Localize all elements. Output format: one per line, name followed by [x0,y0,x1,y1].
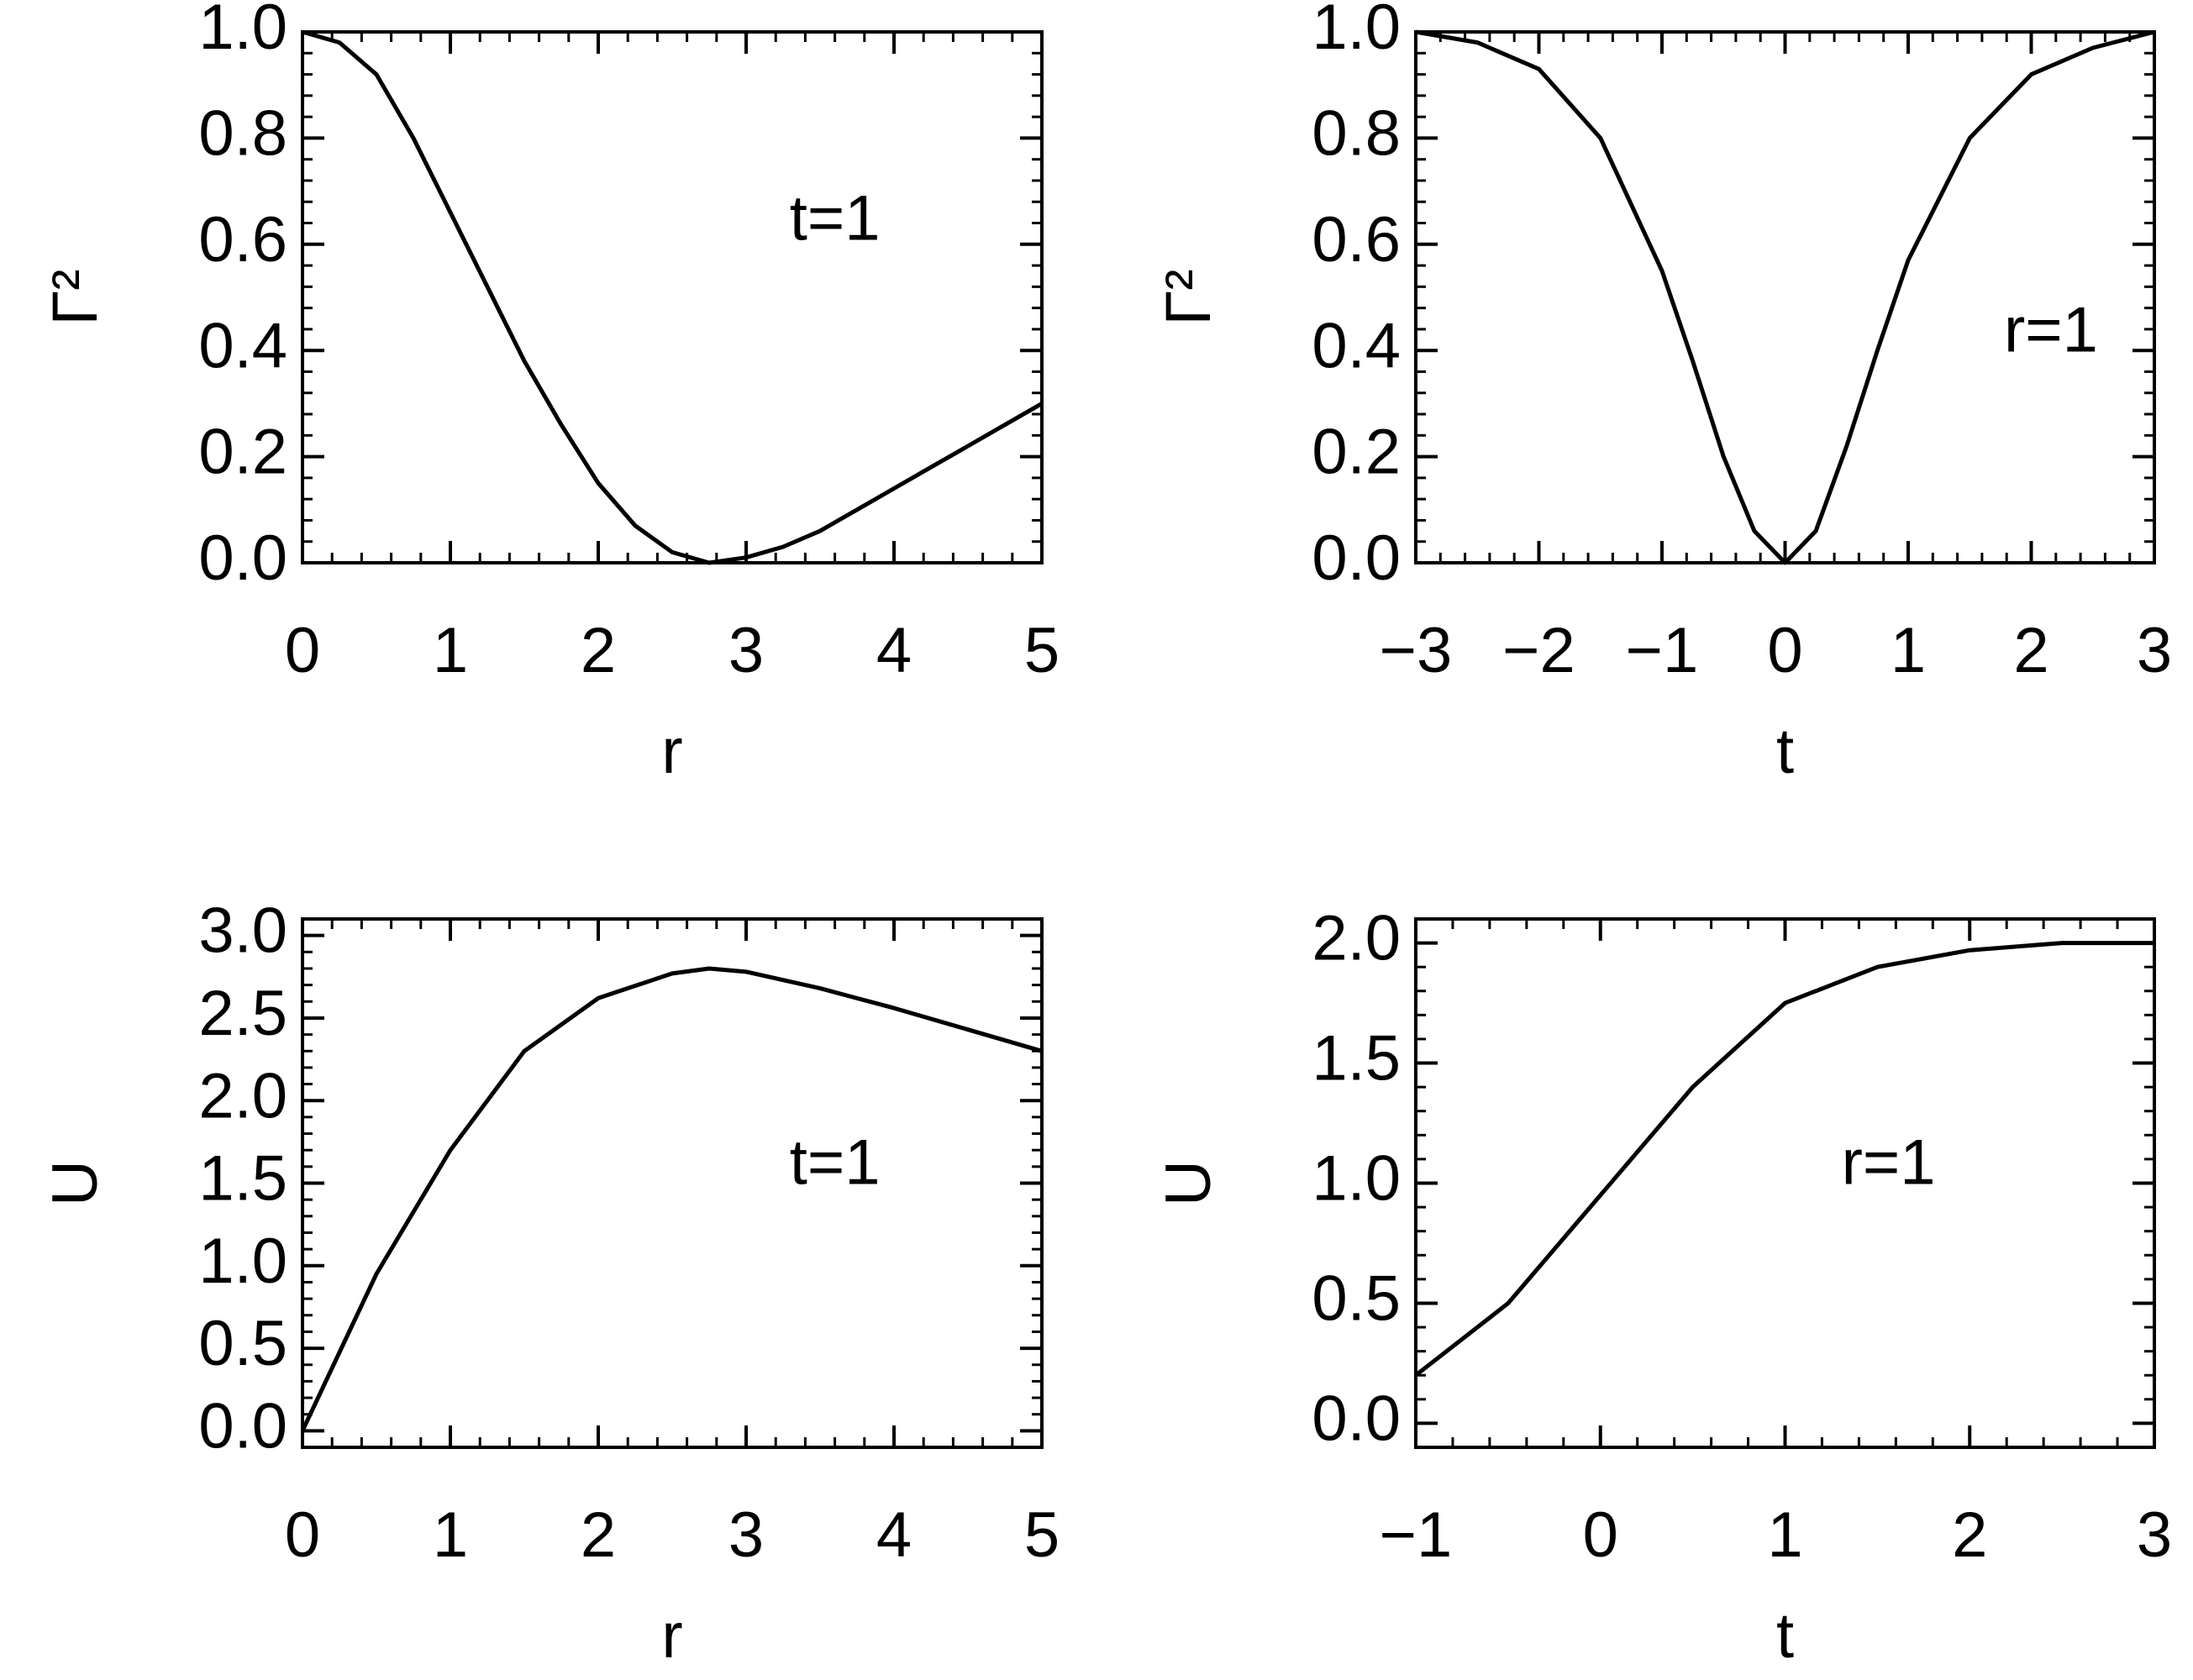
y-tick-label: 3.0 [198,895,287,967]
x-tick-label: 3 [728,615,764,686]
x-axis-label: r [661,716,682,787]
x-tick-label: 5 [1024,1499,1060,1571]
y-tick-label: 0.8 [1312,97,1401,169]
y-tick-label: 1.0 [198,0,287,63]
y-tick-label: 0.0 [198,522,287,594]
y-tick-label: 0.4 [198,310,287,381]
y-tick-label: 0.0 [198,1390,287,1462]
x-tick-label: −2 [1502,615,1575,686]
x-tick-label: 1 [433,1499,468,1571]
x-tick-label: 2 [581,615,616,686]
annotation: r=1 [2004,294,2098,365]
y-tick-label: 0.0 [1312,1383,1401,1454]
y-tick-label: 0.5 [1312,1263,1401,1335]
annotation: t=1 [790,1127,881,1199]
x-axis-label: t [1776,1600,1794,1672]
x-tick-label: 2 [1952,1499,1987,1571]
x-axis-label: t [1776,716,1794,787]
annotation: t=1 [790,183,881,255]
y-axis-label: U [1153,1160,1224,1206]
y-tick-label: 0.6 [1312,204,1401,276]
y-tick-label: 1.5 [1312,1023,1401,1095]
x-tick-label: 1 [433,615,468,686]
y-tick-label: 2.5 [198,978,287,1049]
x-tick-label: 4 [876,1499,912,1571]
x-tick-label: 2 [581,1499,616,1571]
y-tick-label: 2.0 [198,1060,287,1131]
y-axis-label: Γ² [1153,269,1224,325]
x-tick-label: 3 [2137,615,2172,686]
plot-frame [301,917,1044,1449]
x-tick-label: 3 [2137,1499,2172,1571]
y-axis-label: Γ² [39,269,111,325]
x-tick-label: −1 [1380,1499,1453,1571]
data-line [302,29,1044,565]
y-tick-label: 0.4 [1312,310,1401,381]
y-tick-label: 1.0 [1312,0,1401,63]
y-tick-label: 1.5 [198,1143,287,1215]
y-tick-label: 0.8 [198,97,287,169]
y-tick-label: 0.6 [198,204,287,276]
data-line [1414,941,2154,1378]
x-tick-label: 5 [1024,615,1060,686]
y-tick-label: 0.2 [1312,417,1401,488]
plot-frame [1414,917,2156,1449]
x-tick-label: 1 [1891,615,1926,686]
x-tick-label: −3 [1380,615,1453,686]
y-tick-label: 0.5 [198,1308,287,1379]
x-tick-label: 0 [1583,1499,1618,1571]
y-tick-label: 0.2 [198,417,287,488]
data-line [300,966,1043,1432]
x-tick-label: 0 [1767,615,1802,686]
y-tick-label: 1.0 [198,1226,287,1297]
plot-frame [301,30,1044,564]
x-tick-label: 2 [2013,615,2048,686]
y-tick-label: 2.0 [1312,903,1401,974]
x-tick-label: 0 [285,1499,320,1571]
x-tick-label: 1 [1767,1499,1802,1571]
x-tick-label: 4 [876,615,912,686]
data-line [1415,29,2155,565]
x-tick-label: 0 [285,615,320,686]
annotation: r=1 [1842,1127,1936,1199]
y-tick-label: 1.0 [1312,1143,1401,1215]
x-axis-label: r [661,1600,682,1672]
y-tick-label: 0.0 [1312,522,1401,594]
x-tick-label: −1 [1626,615,1699,686]
y-axis-label: U [39,1160,111,1206]
x-tick-label: 3 [728,1499,764,1571]
